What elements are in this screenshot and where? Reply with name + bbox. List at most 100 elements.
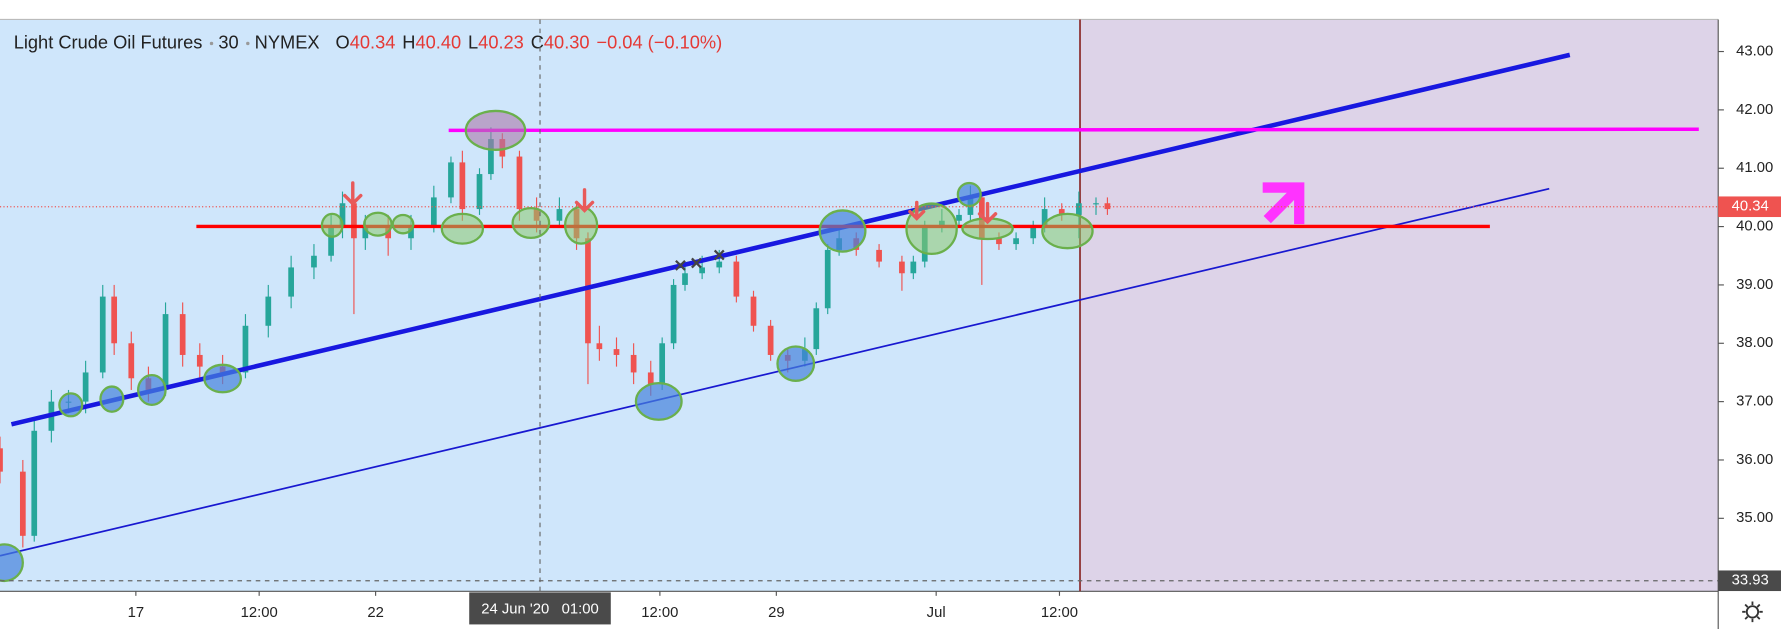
candle-body	[670, 284, 677, 344]
ohlc-value: 40.23	[478, 31, 524, 52]
candle-body	[813, 308, 820, 350]
x-tick-label: Jul	[927, 605, 946, 621]
candle-body	[733, 261, 740, 297]
ellipse	[818, 209, 867, 253]
settings-icon[interactable]	[1742, 601, 1763, 623]
x-tick-label: 29	[768, 605, 785, 621]
candle-body	[328, 226, 334, 256]
candle-body	[362, 226, 369, 239]
ellipse	[320, 212, 344, 238]
ohlc-label: H	[402, 31, 415, 52]
candle-body	[630, 354, 637, 373]
candle-body	[128, 343, 135, 379]
crosshair-time-label: 24 Jun '20 01:00	[481, 601, 598, 617]
candle-body	[162, 314, 169, 390]
down-arrows	[343, 181, 998, 225]
crosshair-price-label: 33.93	[1732, 573, 1769, 589]
ohlc-label: O	[336, 31, 350, 52]
y-tick-label: 38.00	[1736, 335, 1773, 351]
ellipse	[634, 381, 683, 421]
x-tick-label: 17	[128, 605, 145, 621]
ohlc-value: 40.40	[415, 31, 461, 52]
crosshair-time-tag	[469, 592, 611, 625]
separator-dot	[246, 41, 250, 46]
candle-body	[876, 249, 882, 262]
ellipse	[0, 543, 24, 583]
down-arrow	[343, 181, 363, 206]
candle-body	[1030, 226, 1037, 239]
x-mark	[713, 249, 725, 261]
candle-body	[31, 430, 38, 536]
candle-body	[196, 354, 203, 367]
candle-body	[647, 372, 654, 385]
ellipse	[563, 205, 599, 245]
crosshair-price-tag	[1718, 570, 1781, 592]
candle-body	[699, 267, 705, 274]
blue-ellipses	[0, 181, 982, 583]
up-arrow	[1262, 182, 1305, 225]
candle-body	[179, 314, 186, 355]
candle-body	[585, 238, 591, 344]
candle-body	[242, 325, 249, 373]
candle-body	[448, 162, 454, 198]
candle-body	[1013, 238, 1019, 245]
candle-body	[82, 372, 89, 402]
trend-line	[10, 52, 1571, 427]
candle-body	[596, 343, 603, 350]
y-tick-label: 42.00	[1736, 102, 1773, 118]
y-tick-label: 37.00	[1736, 394, 1773, 410]
ellipse	[203, 363, 243, 394]
candle-body	[1093, 203, 1099, 205]
ellipse	[363, 211, 393, 237]
ellipse	[440, 212, 485, 245]
candle-body	[111, 296, 118, 344]
candle-body	[351, 203, 357, 239]
ellipse	[511, 206, 551, 240]
y-tick-label: 36.00	[1736, 452, 1773, 468]
y-tick-label: 35.00	[1736, 510, 1773, 526]
candle-body	[408, 226, 414, 239]
drawings	[0, 52, 1699, 583]
trend-line	[0, 187, 1550, 557]
ellipse	[776, 345, 816, 382]
ellipse	[905, 202, 958, 256]
ellipse	[1041, 212, 1094, 250]
last-price-tag	[1718, 196, 1781, 218]
candle-body	[956, 214, 962, 221]
ellipse	[956, 181, 982, 207]
ohlc-value: 40.30	[544, 31, 590, 52]
x-mark	[675, 259, 686, 271]
candle-body	[659, 343, 666, 385]
candle-body	[0, 448, 3, 472]
separator-dot	[209, 41, 214, 46]
ohlc-label: L	[468, 31, 478, 52]
exchange: NYMEX	[255, 31, 320, 52]
x-tick-label: 12:00	[1041, 605, 1078, 621]
candle-body	[613, 349, 620, 355]
candle-body	[430, 197, 437, 227]
candle-body	[19, 471, 26, 536]
candle-body	[339, 203, 346, 227]
candle-body	[1041, 209, 1048, 227]
candle-body	[556, 209, 563, 221]
candle-body	[459, 162, 466, 210]
x-tick-label: 12:00	[641, 605, 678, 621]
candle-body	[516, 156, 523, 210]
y-tick-label: 41.00	[1736, 160, 1773, 176]
candle-body	[1076, 203, 1082, 215]
candle-body	[99, 296, 106, 373]
future-zone	[1080, 19, 1719, 592]
down-arrow	[977, 201, 998, 225]
candle-body	[682, 273, 688, 285]
candle-body	[750, 296, 757, 326]
y-tick-label: 43.00	[1736, 43, 1773, 59]
candle-body	[824, 249, 831, 309]
ellipse	[137, 373, 167, 406]
candle-body	[767, 325, 774, 355]
down-arrow	[574, 188, 595, 213]
candle-body	[311, 255, 317, 268]
candle-body	[488, 139, 494, 175]
y-tick-label: 40.00	[1736, 218, 1773, 234]
change: −0.04 (−0.10%)	[596, 31, 722, 52]
